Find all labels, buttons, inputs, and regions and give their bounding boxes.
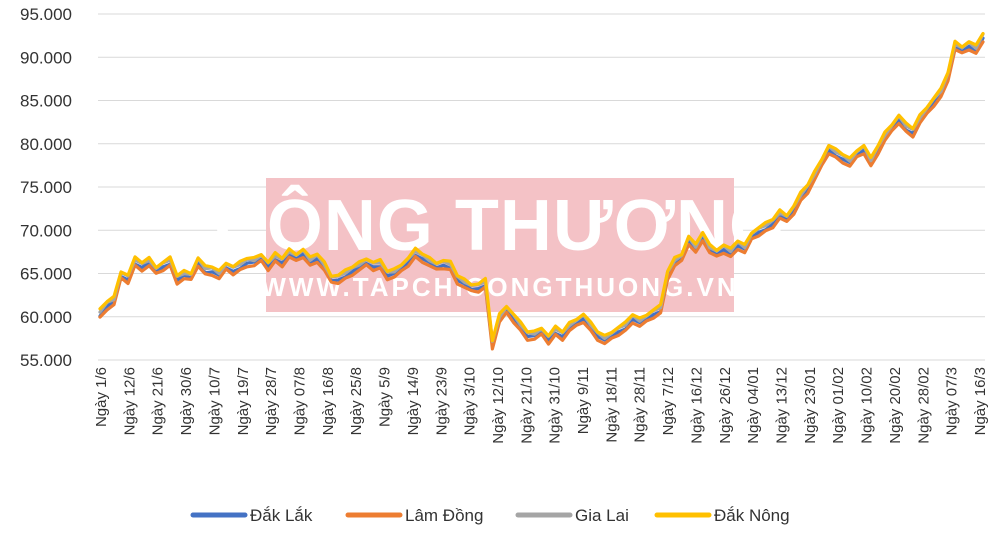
x-tick-label: Ngày 01/02	[830, 367, 847, 444]
watermark: CÔNG THƯƠNG WWW.TAPCHICONGTHUONG.VN	[214, 178, 786, 312]
x-tick-label: Ngày 21/6	[150, 367, 167, 435]
x-tick-label: Ngày 3/10	[462, 367, 479, 435]
legend-label: Gia Lai	[575, 506, 629, 525]
series-lines	[98, 31, 985, 351]
y-tick-label: 75.000	[20, 178, 72, 197]
x-tick-label: Ngày 20/02	[887, 367, 904, 444]
x-tick-label: Ngày 30/6	[178, 367, 195, 435]
x-tick-label: Ngày 7/12	[660, 367, 677, 435]
x-tick-label: Ngày 10/7	[206, 367, 223, 435]
y-tick-label: 55.000	[20, 351, 72, 370]
legend: Đắk Lắk Lâm Đồng Gia Lai Đắk Nông	[190, 506, 790, 525]
y-tick-label: 85.000	[20, 92, 72, 111]
x-tick-label: Ngày 07/8	[292, 367, 309, 435]
legend-label: Đắk Lắk	[250, 506, 313, 525]
x-tick-label: Ngày 14/9	[405, 367, 422, 435]
x-tick-label: Ngày 9/11	[575, 367, 592, 434]
x-tick-label: Ngày 13/12	[774, 367, 791, 444]
x-tick-label: Ngày 1/6	[93, 367, 110, 427]
series-line	[98, 31, 985, 343]
x-tick-label: Ngày 12/10	[490, 367, 507, 444]
x-tick-label: Ngày 07/3	[944, 367, 961, 435]
x-tick-label: Ngày 23/9	[433, 367, 450, 435]
watermark-background	[266, 178, 734, 312]
x-tick-label: Ngày 31/10	[547, 367, 564, 444]
y-axis-ticks: 55.000 60.000 65.000 70.000 75.000 80.000 85.0…	[20, 5, 72, 370]
x-tick-label: Ngày 5/9	[377, 367, 394, 427]
y-tick-label: 90.000	[20, 48, 72, 67]
y-tick-label: 60.000	[20, 308, 72, 327]
x-tick-label: Ngày 16/8	[320, 367, 337, 435]
legend-label: Đắk Nông	[714, 506, 790, 525]
x-tick-label: Ngày 10/02	[859, 367, 876, 444]
x-tick-label: Ngày 21/10	[518, 367, 535, 444]
y-tick-label: 80.000	[20, 135, 72, 154]
legend-label: Lâm Đồng	[405, 506, 483, 525]
x-axis-ticks: Ngày 1/6 Ngày 12/6 Ngày 21/6 Ngày 30/6 Ngày …	[93, 367, 989, 444]
x-tick-label: Ngày 28/11	[632, 367, 649, 443]
x-tick-label: Ngày 28/7	[263, 367, 280, 435]
x-tick-label: Ngày 19/7	[235, 367, 252, 435]
x-tick-label: Ngày 12/6	[121, 367, 138, 435]
x-tick-label: Ngày 04/01	[745, 367, 762, 444]
watermark-title: CÔNG THƯƠNG	[214, 185, 786, 266]
x-tick-label: Ngày 25/8	[348, 367, 365, 435]
x-tick-label: Ngày 26/12	[717, 367, 734, 444]
y-tick-label: 65.000	[20, 265, 72, 284]
y-tick-label: 95.000	[20, 5, 72, 24]
x-tick-label: Ngày 16/12	[689, 367, 706, 444]
x-tick-label: Ngày 23/01	[802, 367, 819, 444]
y-tick-label: 70.000	[20, 221, 72, 240]
x-tick-label: Ngày 18/11	[603, 367, 620, 443]
watermark-url: WWW.TAPCHICONGTHUONG.VN	[261, 272, 738, 302]
series-line	[98, 40, 985, 351]
x-tick-label: Ngày 28/02	[915, 367, 932, 444]
x-tick-label: Ngày 16/3	[972, 367, 989, 435]
